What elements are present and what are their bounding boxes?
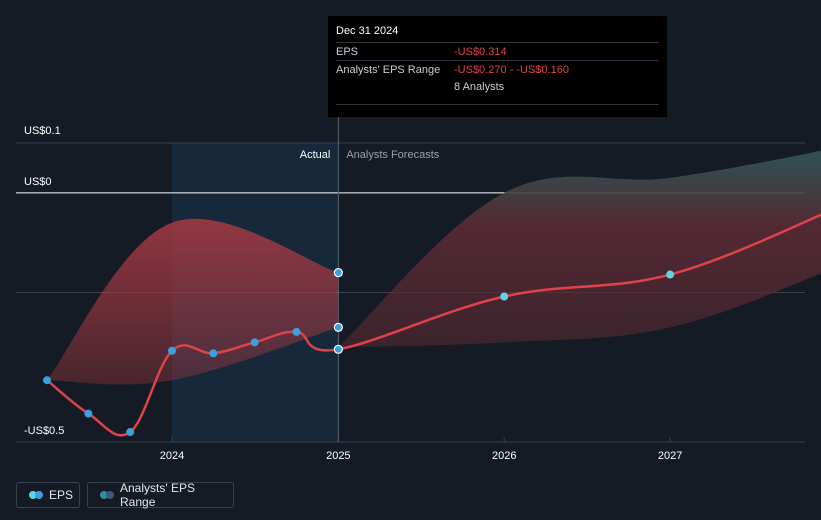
- y-tick-label-zero: US$0: [24, 176, 52, 188]
- tooltip-range-label: Analysts' EPS Range: [336, 63, 441, 76]
- eps-point: [84, 409, 93, 418]
- y-tick-label-top: US$0.1: [24, 125, 61, 137]
- tooltip-range-row: Analysts' EPS Range -US$0.270 - -US$0.16…: [336, 60, 659, 78]
- tooltip-divider: [336, 104, 659, 105]
- analyst-range-legend-icon: [100, 491, 114, 499]
- hover-tooltip: Dec 31 2024 EPS -US$0.314 Analysts' EPS …: [328, 16, 667, 117]
- y-tick-label-bottom: -US$0.5: [24, 425, 64, 437]
- eps-point: [250, 338, 259, 347]
- legend-eps[interactable]: EPS: [16, 482, 80, 508]
- eps-point: [500, 292, 509, 301]
- eps-markers: [43, 267, 675, 437]
- x-tick-label-2026: 2026: [492, 450, 516, 462]
- forecast-region-label: Analysts Forecasts: [346, 149, 439, 161]
- eps-point: [666, 270, 675, 279]
- eps-point: [126, 428, 135, 437]
- tooltip-eps-label: EPS: [336, 45, 359, 58]
- legend-range-label: Analysts' EPS Range: [120, 481, 195, 509]
- range-end-point: [333, 322, 343, 332]
- eps-legend-icon: [29, 491, 43, 499]
- actual-region-label: Actual: [300, 149, 331, 161]
- x-tick-label-2024: 2024: [160, 450, 184, 462]
- tooltip-analysts-row: 8 Analysts: [336, 78, 659, 96]
- x-tick-label-2027: 2027: [658, 450, 682, 462]
- eps-point: [167, 346, 176, 355]
- chart-labels: US$0.1 US$0 -US$0.5 2024 2025 2026 2027 …: [24, 125, 682, 462]
- range-end-point: [333, 267, 343, 278]
- tooltip-date: Dec 31 2024: [336, 25, 399, 37]
- legend-analyst-range[interactable]: Analysts' EPS Range: [87, 481, 234, 509]
- tooltip-analyst-count: 8 Analysts: [454, 81, 505, 93]
- eps-point: [43, 376, 51, 385]
- eps-point: [209, 349, 218, 358]
- tooltip-eps-value: -US$0.314: [454, 45, 507, 58]
- tooltip-range-value: -US$0.270 - -US$0.160: [454, 63, 569, 76]
- x-tick-label-2025: 2025: [326, 450, 350, 462]
- analyst-range-actual-area: [47, 218, 339, 385]
- eps-point: [292, 327, 301, 336]
- tooltip-eps-row: EPS -US$0.314: [336, 42, 659, 60]
- legend-eps-label: EPS: [49, 488, 74, 502]
- analyst-range-forecast-area: [338, 150, 821, 348]
- eps-point: [333, 344, 343, 354]
